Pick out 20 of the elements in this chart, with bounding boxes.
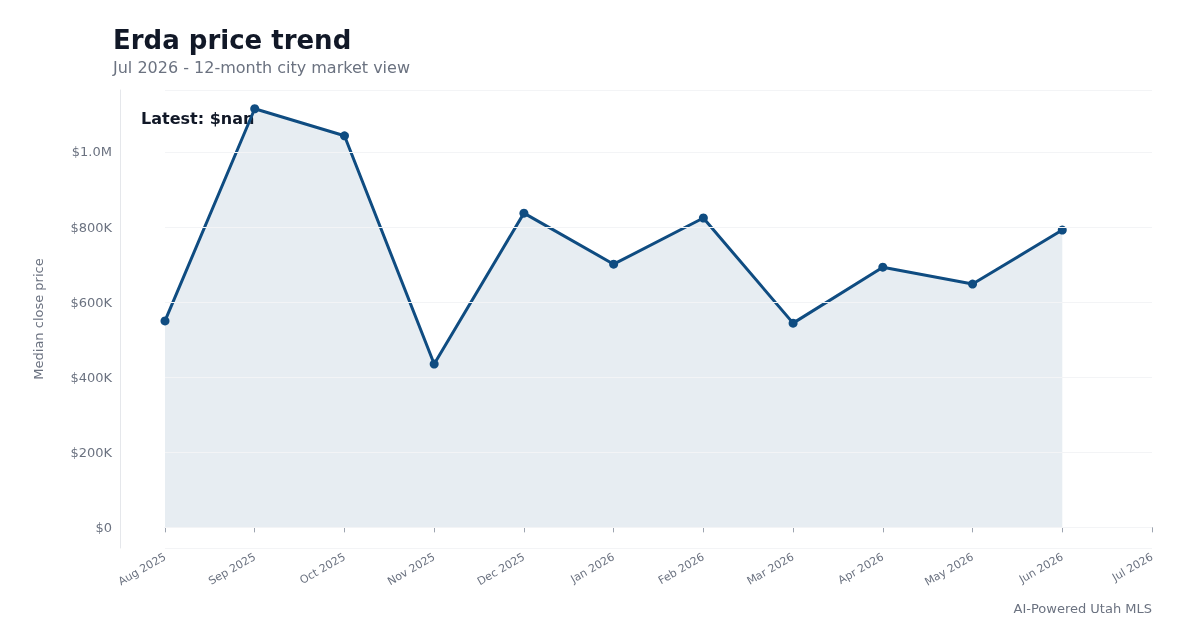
- point: [519, 208, 529, 218]
- point: [429, 359, 439, 369]
- y-tick-label: $400K: [70, 369, 113, 385]
- point: [339, 131, 349, 141]
- text: AI-Powered Utah MLS: [1013, 601, 1152, 616]
- point: [160, 316, 170, 326]
- y-tick-label: $600K: [70, 294, 113, 310]
- y-tick-label: $1.0M: [71, 144, 112, 160]
- point: [609, 259, 619, 269]
- point: [250, 104, 260, 114]
- y-tick-label: $0: [95, 519, 112, 535]
- chart-title: Erda price trend: [113, 25, 352, 55]
- chart-subtitle: Jul 2026 - 12-month city market view: [112, 57, 410, 77]
- y-axis-title: Median close price: [31, 258, 46, 380]
- point: [788, 318, 798, 328]
- y-tick-label: $800K: [70, 219, 113, 235]
- y-tick-label: $200K: [70, 444, 113, 460]
- point: [878, 262, 888, 272]
- point: [698, 213, 708, 223]
- point: [968, 279, 978, 289]
